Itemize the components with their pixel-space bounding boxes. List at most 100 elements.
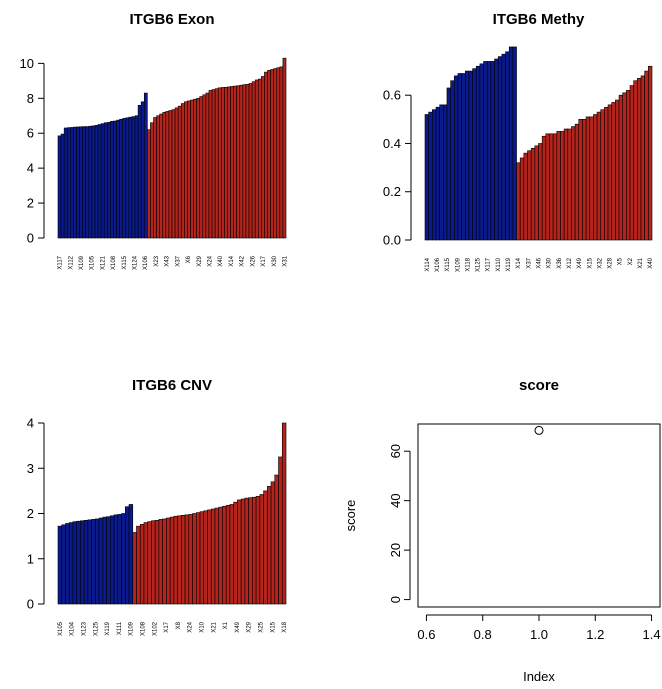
x-tick-label: X32 <box>597 257 603 268</box>
bar <box>199 96 204 239</box>
bar <box>596 111 602 241</box>
bar <box>237 499 242 605</box>
bar <box>270 481 276 605</box>
y-tick-label: 0 <box>27 597 34 612</box>
bar <box>453 75 459 241</box>
bar <box>472 68 477 241</box>
bar <box>475 65 481 241</box>
bar <box>464 70 470 241</box>
bar <box>501 53 506 241</box>
bar <box>174 107 179 239</box>
bar <box>153 117 157 239</box>
bar <box>648 65 653 241</box>
x-tick-label: X12 <box>567 257 573 268</box>
bar <box>512 46 517 241</box>
bar <box>193 98 197 239</box>
y-tick-label: 20 <box>388 543 403 557</box>
bar <box>143 92 148 239</box>
bar <box>72 521 77 605</box>
bar <box>508 46 514 241</box>
bar <box>196 97 201 239</box>
x-tick-label: X30 <box>272 255 278 266</box>
bar <box>154 519 160 605</box>
bar <box>203 510 208 605</box>
bar <box>184 514 190 605</box>
x-tick-label: X37 <box>175 255 181 266</box>
bar <box>267 486 272 605</box>
bar <box>122 118 127 239</box>
bar <box>530 147 536 241</box>
bar <box>158 519 163 605</box>
chart-panel-0: ITGB6 Exon 0 2 4 6 8 10 X117 X112 X109 X105 X121 X10… <box>20 11 289 270</box>
x-tick-label: X43 <box>165 255 171 266</box>
bar <box>139 524 145 605</box>
bar <box>585 116 591 241</box>
x-tick-label: X115 <box>445 257 451 271</box>
bar <box>57 135 62 239</box>
bar <box>87 519 92 605</box>
bar <box>124 506 130 605</box>
x-tick-label: X40 <box>218 255 224 266</box>
x-tick-label: X111 <box>117 621 123 635</box>
bar <box>637 78 642 241</box>
x-tick-label: X125 <box>476 257 482 272</box>
bar <box>582 119 587 241</box>
x-tick-label: X1 <box>223 621 229 629</box>
x-tick-label: X17 <box>261 255 267 266</box>
bar <box>450 80 455 241</box>
y-tick-label: 6 <box>27 126 34 141</box>
bar <box>159 113 164 239</box>
y-tick-label: 4 <box>27 161 34 176</box>
x-tick-label: X37 <box>526 257 532 268</box>
bar <box>168 110 173 239</box>
bar <box>137 104 142 239</box>
x-tick-label: X109 <box>79 255 85 270</box>
y-tick-label: 2 <box>27 506 34 521</box>
x-tick-label: X10 <box>200 621 206 632</box>
bar <box>574 123 580 241</box>
bar <box>103 122 108 239</box>
bar <box>95 518 100 605</box>
y-tick-label: 2 <box>27 196 34 211</box>
bar <box>276 67 281 239</box>
y-tick-label: 3 <box>27 461 34 476</box>
bar <box>162 518 167 605</box>
bar <box>560 131 565 241</box>
bar <box>110 121 114 239</box>
bar <box>622 92 627 241</box>
bar <box>242 84 247 239</box>
bar <box>116 119 120 239</box>
chart-title: score <box>519 377 559 394</box>
bar <box>446 87 451 241</box>
bar <box>180 103 185 239</box>
bar <box>147 521 152 605</box>
y-tick-label: 1 <box>27 551 34 566</box>
bar <box>251 81 256 239</box>
bar <box>571 126 576 241</box>
y-tick-label: 0.4 <box>383 136 401 151</box>
bar <box>76 520 81 605</box>
bar <box>578 119 583 241</box>
bar <box>457 73 462 241</box>
bar <box>181 515 186 605</box>
bar <box>245 84 250 239</box>
bar <box>479 63 484 241</box>
bar <box>432 109 437 241</box>
x-tick-label: X49 <box>235 621 241 632</box>
bar <box>567 128 572 241</box>
bar <box>541 135 547 241</box>
x-tick-label: X109 <box>455 257 461 272</box>
bar <box>497 56 503 241</box>
bar <box>121 513 126 605</box>
bar <box>611 102 616 241</box>
x-tick-label: X36 <box>557 257 563 268</box>
bar <box>281 422 287 605</box>
x-tick-label: X25 <box>259 621 265 632</box>
x-tick-label: X112 <box>68 255 74 269</box>
bar <box>79 126 83 239</box>
bar <box>224 86 228 239</box>
x-tick-label: X110 <box>496 257 502 271</box>
x-tick-label: X17 <box>164 621 170 632</box>
bar <box>490 61 495 241</box>
